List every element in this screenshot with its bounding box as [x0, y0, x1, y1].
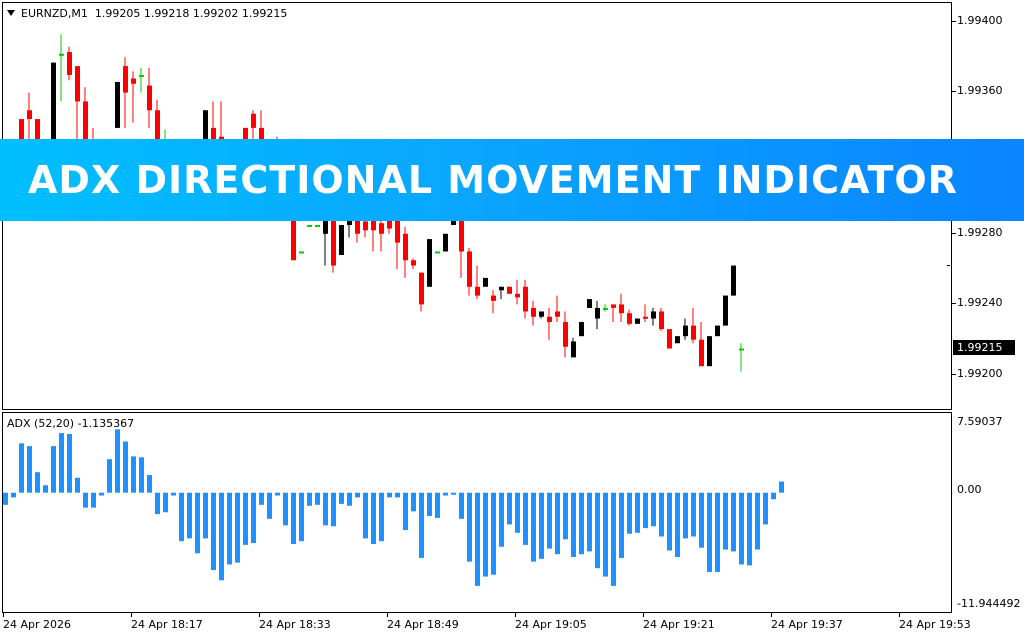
- price-tick: [952, 21, 956, 22]
- title-banner: ADX DIRECTIONAL MOVEMENT INDICATOR: [0, 139, 1024, 221]
- adx-axis-label: 7.59037: [957, 415, 1003, 428]
- time-label: 24 Apr 19:21: [643, 618, 715, 631]
- price-tick: [952, 303, 956, 304]
- adx-title: ADX (52,20) -1.135367: [7, 417, 134, 430]
- adx-histogram: [3, 429, 784, 586]
- price-tick: [952, 91, 956, 92]
- time-label: 24 Apr 18:17: [131, 618, 203, 631]
- time-tick: [387, 613, 388, 617]
- price-label: 1.99280: [957, 226, 1003, 239]
- price-label: 1.99200: [957, 367, 1003, 380]
- time-tick: [643, 613, 644, 617]
- time-tick: [899, 613, 900, 617]
- adx-current-value: -1.135367: [77, 417, 135, 430]
- time-label: 24 Apr 18:33: [259, 618, 331, 631]
- adx-axis-label: -11.944492: [957, 597, 1021, 610]
- symbol-label: EURNZD,M1: [21, 7, 88, 20]
- banner-title: ADX DIRECTIONAL MOVEMENT INDICATOR: [28, 158, 958, 202]
- price-label: 1.99360: [957, 84, 1003, 97]
- time-label: 24 Apr 18:49: [387, 618, 459, 631]
- time-tick: [259, 613, 260, 617]
- time-tick: [3, 613, 4, 617]
- adx-axis-label: 0.00: [957, 483, 982, 496]
- price-tick: [952, 374, 956, 375]
- chart-title: EURNZD,M1 1.99205 1.99218 1.99202 1.9921…: [7, 7, 287, 20]
- triangle-down-icon[interactable]: [7, 10, 15, 16]
- time-label: 24 Apr 2026: [3, 618, 72, 631]
- time-label: 24 Apr 19:53: [899, 618, 971, 631]
- time-label: 24 Apr 19:37: [771, 618, 843, 631]
- time-tick: [771, 613, 772, 617]
- price-label: 1.99400: [957, 14, 1003, 27]
- adx-name: ADX (52,20): [7, 417, 75, 430]
- time-tick: [131, 613, 132, 617]
- time-label: 24 Apr 19:05: [515, 618, 587, 631]
- price-label: 1.99240: [957, 296, 1003, 309]
- price-tick: [952, 233, 956, 234]
- ohlc-values: 1.99205 1.99218 1.99202 1.99215: [94, 7, 288, 20]
- current-price-badge: 1.99215: [953, 340, 1015, 355]
- time-tick: [515, 613, 516, 617]
- adx-indicator-pane[interactable]: ADX (52,20) -1.135367: [2, 412, 952, 613]
